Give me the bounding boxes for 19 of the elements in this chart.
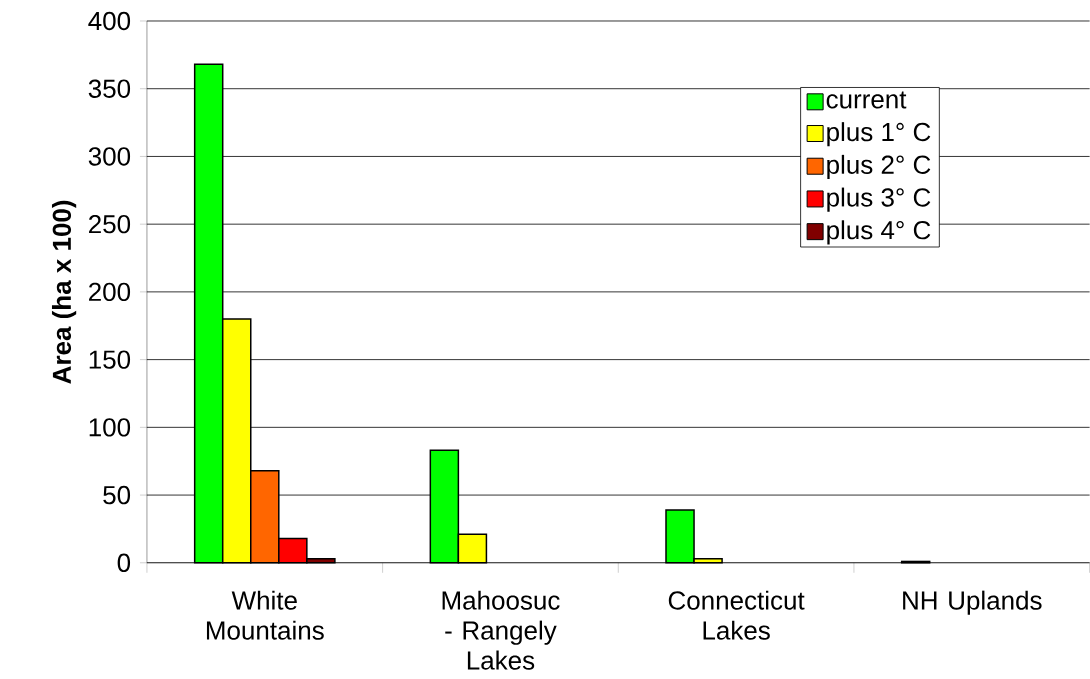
- legend-label: plus 4° C: [827, 220, 931, 245]
- legend-label: plus 3° C: [827, 187, 931, 212]
- y-tick-label: 100: [89, 418, 131, 437]
- y-tick-label: 0: [117, 553, 131, 573]
- x-tick-label: NH Uplands: [903, 590, 1042, 615]
- y-tick-label: 200: [89, 282, 131, 302]
- x-tick-label: Connecticut Lakes: [668, 590, 805, 640]
- y-tick-label: 50: [103, 485, 131, 505]
- y-tick-label: 400: [88, 11, 131, 31]
- y-axis-title: Area (ha x 100): [51, 200, 77, 384]
- y-tick-label: 150: [89, 350, 131, 369]
- legend-label: current: [826, 91, 907, 109]
- y-tick-label: 300: [88, 147, 131, 166]
- y-tick-label: 350: [88, 79, 131, 99]
- y-tick-label: 250: [89, 215, 131, 234]
- x-tick-label: Mahoosuc - Rangely Lakes: [442, 590, 560, 670]
- legend-label: plus 1° C: [827, 122, 931, 147]
- x-tick-label: White Mountains: [206, 590, 324, 640]
- legend-label: plus 2° C: [827, 154, 931, 180]
